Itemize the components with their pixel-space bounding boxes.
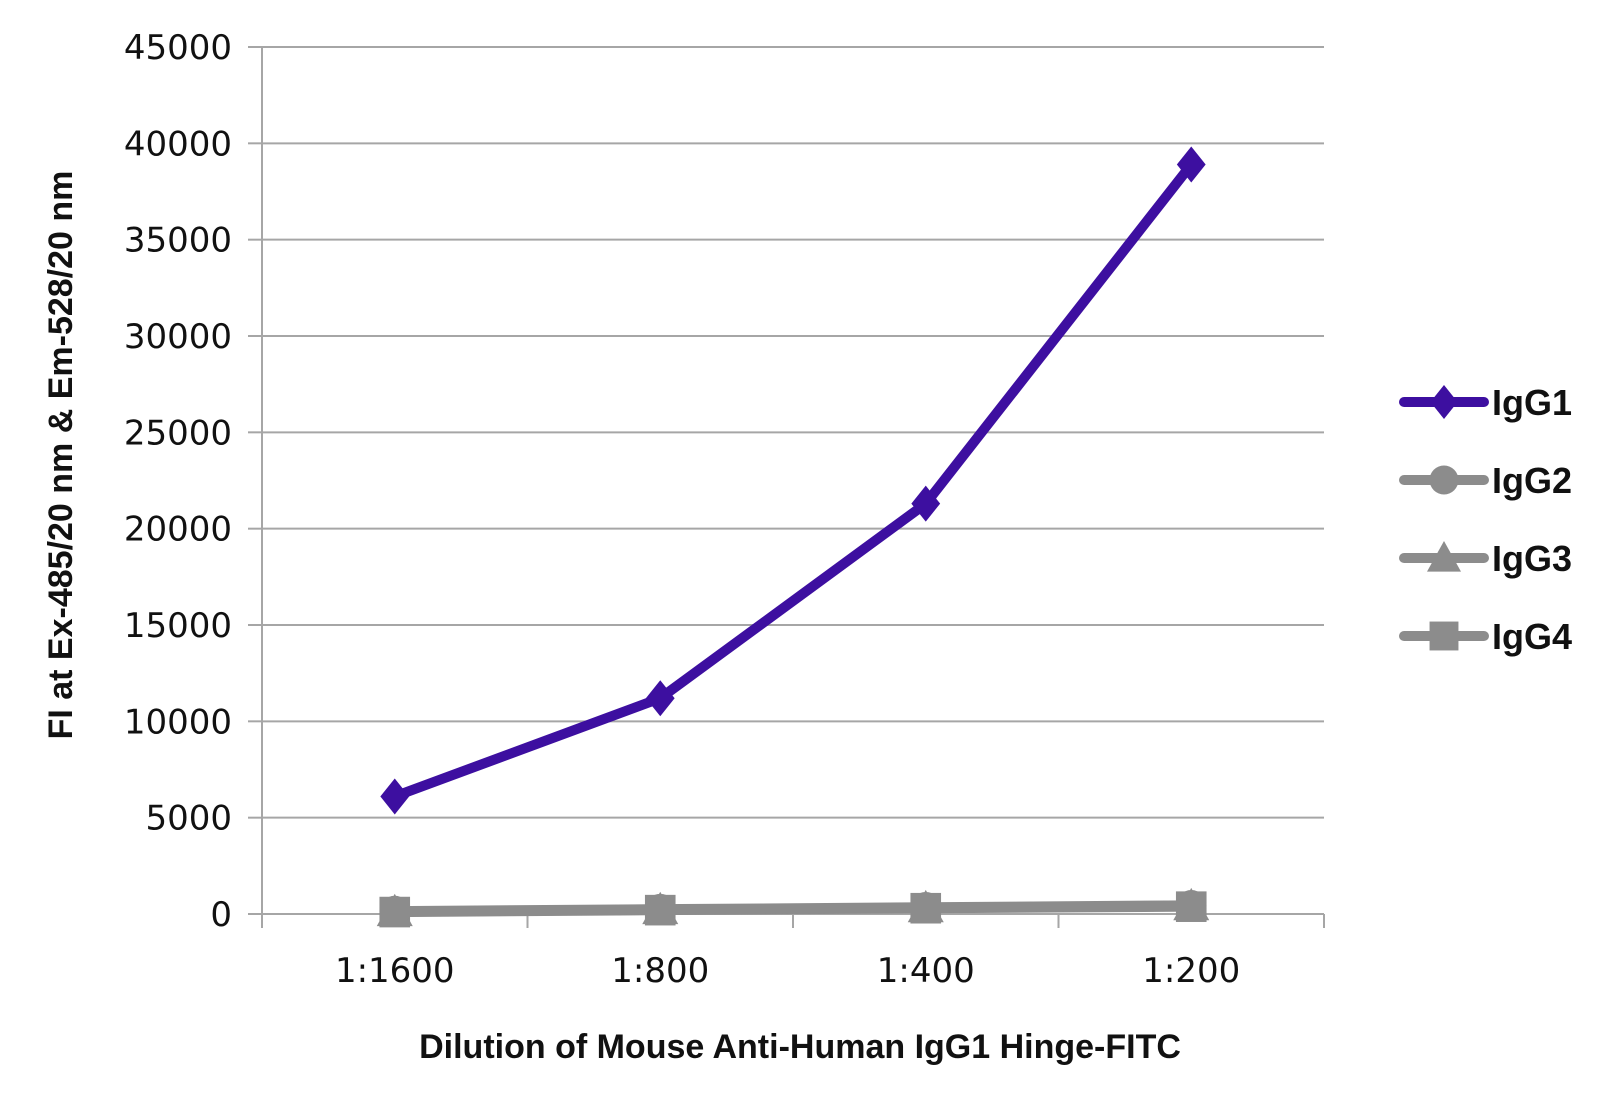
y-tick-labels: 0 5000 10000 15000 20000 25000 30000 35000 40000… bbox=[124, 28, 232, 935]
y-tick-label: 35000 bbox=[124, 221, 232, 261]
legend-marker-igg1 bbox=[1430, 385, 1458, 419]
gridlines bbox=[262, 46, 1324, 819]
series-lines bbox=[376, 146, 1210, 928]
data-point-igg1 bbox=[1176, 146, 1206, 183]
data-point-igg1 bbox=[645, 680, 675, 717]
data-point-igg1 bbox=[911, 485, 941, 522]
y-tick-label: 0 bbox=[210, 895, 232, 935]
series-line-igg1 bbox=[389, 159, 1197, 802]
data-point-igg2 bbox=[1175, 890, 1207, 921]
data-point-igg2 bbox=[644, 893, 676, 925]
legend-marker-igg2 bbox=[1429, 465, 1459, 495]
y-tick-label: 5000 bbox=[145, 799, 232, 839]
y-tick-label: 25000 bbox=[124, 413, 232, 453]
legend-label-igg2: IgG2 bbox=[1492, 460, 1572, 501]
y-axis-title: FI at Ex-485/20 nm & Em-528/20 nm bbox=[42, 171, 80, 740]
legend-label-igg3: IgG3 bbox=[1492, 538, 1572, 579]
series-line-igg2 bbox=[389, 900, 1197, 917]
x-tick-label: 1:1600 bbox=[335, 951, 455, 991]
data-point-igg1 bbox=[380, 778, 410, 815]
y-tick-label: 10000 bbox=[124, 702, 232, 742]
legend-marker-igg4 bbox=[1429, 621, 1459, 651]
y-tick-label: 45000 bbox=[124, 28, 232, 68]
y-tick-label: 40000 bbox=[124, 124, 232, 164]
y-tick-label: 20000 bbox=[124, 510, 232, 550]
legend: IgG1 IgG2 IgG3 IgG4 bbox=[1399, 382, 1572, 657]
legend-label-igg1: IgG1 bbox=[1492, 382, 1572, 423]
legend-marker-igg3 bbox=[1427, 541, 1461, 572]
x-tick-labels: 1:1600 1:800 1:400 1:200 bbox=[335, 951, 1240, 991]
x-tick-label: 1:400 bbox=[877, 951, 975, 991]
x-tick-label: 1:800 bbox=[611, 951, 709, 991]
x-tick-label: 1:200 bbox=[1142, 951, 1240, 991]
x-axis-title: Dilution of Mouse Anti-Human IgG1 Hinge-… bbox=[419, 1028, 1181, 1066]
legend-label-igg4: IgG4 bbox=[1492, 616, 1572, 657]
y-tick-label: 30000 bbox=[124, 317, 232, 357]
y-tick-label: 15000 bbox=[124, 606, 232, 646]
data-point-igg2 bbox=[910, 891, 942, 923]
data-point-igg2 bbox=[379, 895, 411, 927]
